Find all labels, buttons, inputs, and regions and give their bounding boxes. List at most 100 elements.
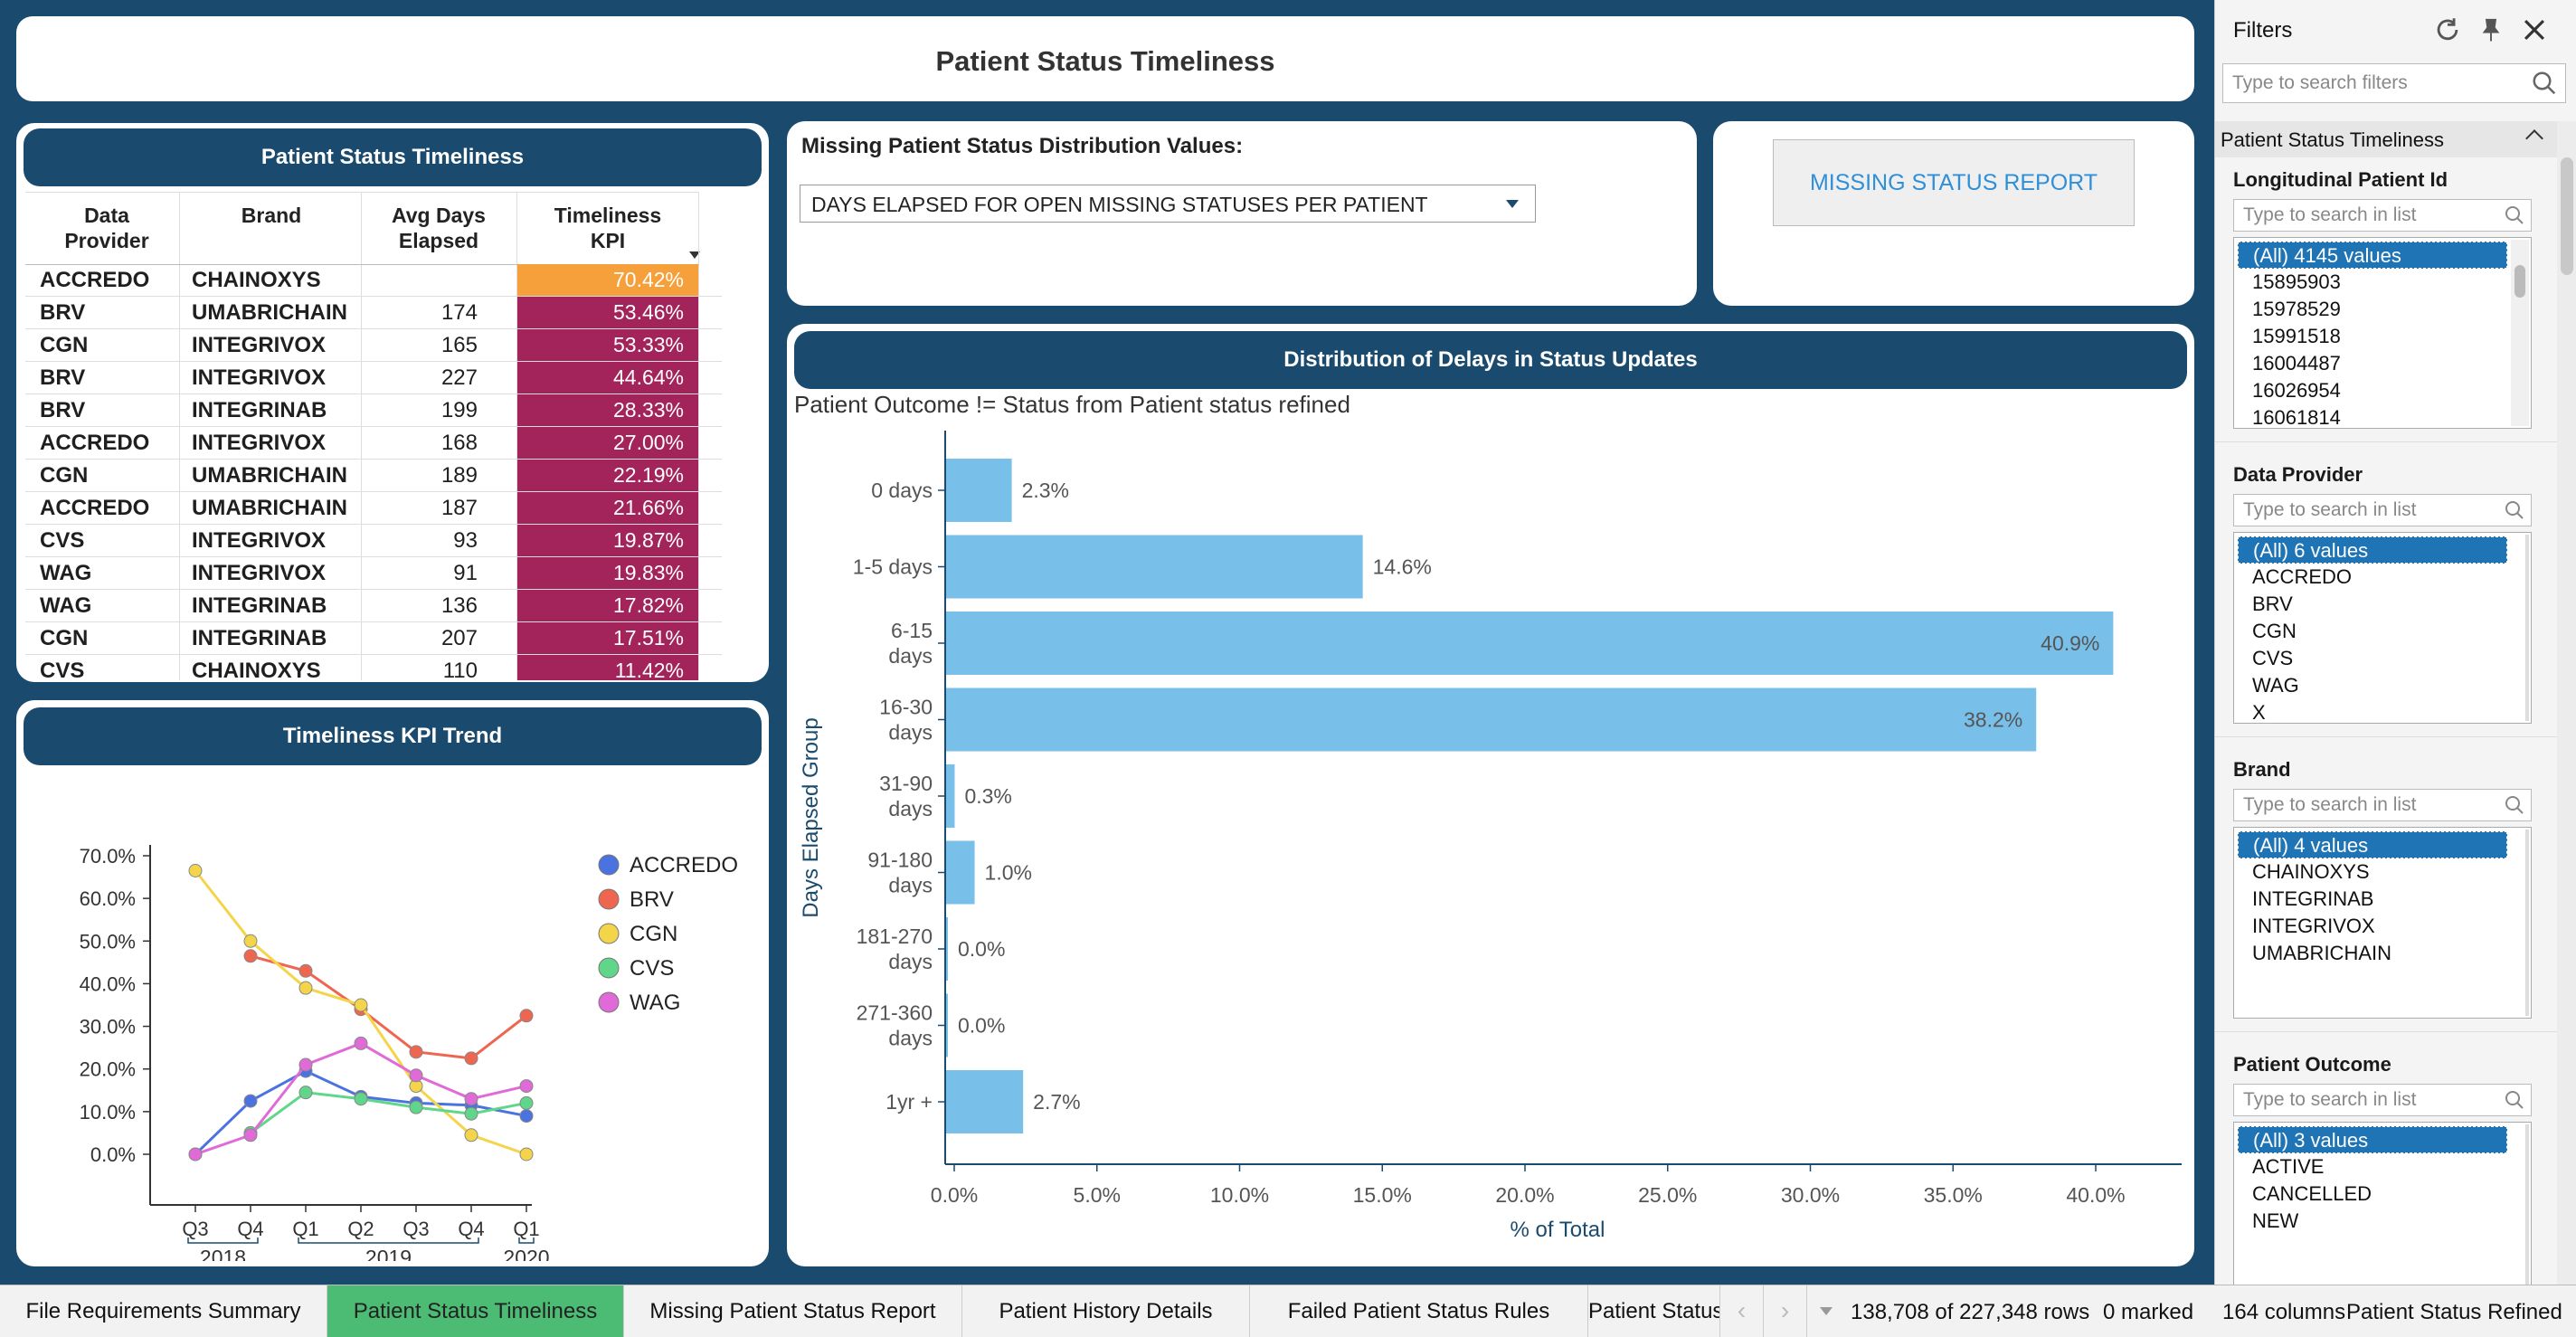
distribution-dropdown[interactable]: DAYS ELAPSED FOR OPEN MISSING STATUSES P… [800,185,1536,223]
data-point-brv[interactable] [243,949,258,963]
missing-status-report-button[interactable]: MISSING STATUS REPORT [1773,139,2135,226]
list-scrollbar[interactable] [2525,535,2529,721]
tab-file-requirements-summary[interactable]: File Requirements Summary [0,1285,327,1337]
filter-value-item[interactable]: (All) 4 values [2238,831,2507,858]
legend-marker-cvs[interactable] [598,957,620,979]
table-row[interactable]: CVS INTEGRIVOX 93 19.87% [25,525,722,557]
tab-failed-patient-status-rules[interactable]: Failed Patient Status Rules [1250,1285,1588,1337]
filter-list-search-input[interactable]: Type to search in list [2233,789,2532,821]
filter-list-search-input[interactable]: Type to search in list [2233,199,2532,232]
data-point-cvs[interactable] [409,1100,423,1114]
legend-marker-accredo[interactable] [598,854,620,876]
filter-value-item[interactable]: 16026954 [2252,379,2341,402]
filter-value-item[interactable]: (All) 6 values [2238,536,2507,564]
col-header-kpi[interactable]: Timeliness KPI [554,204,662,252]
legend-marker-wag[interactable] [598,991,620,1013]
bar-181-270-days[interactable] [946,917,948,981]
data-point-cgn[interactable] [464,1128,478,1143]
list-scrollbar[interactable] [2525,830,2529,1016]
filter-value-item[interactable]: 16004487 [2252,352,2341,375]
filter-value-item[interactable]: BRV [2252,593,2293,615]
table-row[interactable]: WAG INTEGRINAB 136 17.82% [25,590,722,622]
legend-marker-cgn[interactable] [598,923,620,944]
table-row[interactable]: CGN INTEGRIVOX 165 53.33% [25,329,722,362]
data-point-cvs[interactable] [464,1106,478,1121]
filter-value-item[interactable]: WAG [2252,674,2299,697]
data-point-cvs[interactable] [519,1095,534,1110]
bar-1-5-days[interactable] [946,535,1363,599]
data-point-wag[interactable] [188,1147,203,1162]
filter-value-item[interactable]: NEW [2252,1209,2299,1232]
data-point-accredo[interactable] [243,1094,258,1108]
tab-scroll-right-icon[interactable]: › [1764,1285,1807,1337]
table-row[interactable]: BRV INTEGRIVOX 227 44.64% [25,362,722,394]
data-point-cgn[interactable] [298,981,313,995]
data-point-wag[interactable] [354,1036,368,1050]
list-scroll-thumb[interactable] [2514,265,2525,298]
data-point-cvs[interactable] [298,1086,313,1100]
filter-value-item[interactable]: CHAINOXYS [2252,860,2370,883]
table-row[interactable]: ACCREDO UMABRICHAIN 187 21.66% [25,492,722,525]
pin-icon[interactable] [2477,14,2505,45]
list-scrollbar[interactable] [2525,1124,2529,1311]
table-row[interactable]: WAG INTEGRIVOX 91 19.83% [25,557,722,590]
data-point-wag[interactable] [464,1092,478,1106]
data-point-accredo[interactable] [519,1109,534,1124]
data-point-wag[interactable] [519,1079,534,1094]
filter-value-item[interactable]: ACCREDO [2252,565,2353,588]
bar-16-30-days[interactable] [946,687,2037,752]
filter-value-item[interactable]: 15895903 [2252,270,2341,293]
filter-value-list[interactable]: (All) 4145 values 15895903 15978529 1599151… [2233,237,2532,429]
data-point-cgn[interactable] [188,864,203,877]
filter-value-list[interactable]: (All) 3 values ACTIVE CANCELLED NEW [2233,1122,2532,1313]
col-header-avg-days[interactable]: Avg Days Elapsed [392,204,486,252]
filter-value-item[interactable]: INTEGRINAB [2252,887,2374,910]
data-point-brv[interactable] [298,963,313,978]
filters-scrollbar[interactable] [2557,121,2576,1285]
reset-icon[interactable] [2432,14,2463,45]
data-point-cgn[interactable] [519,1147,534,1162]
bar-1yr-[interactable] [946,1070,1024,1133]
filter-value-list[interactable]: (All) 4 values CHAINOXYS INTEGRINAB INTEGRI… [2233,827,2532,1019]
filter-value-item[interactable]: 16061814 [2252,406,2341,429]
tab-patient-status-timeliness[interactable]: Patient Status Timeliness [327,1285,624,1337]
table-row[interactable]: ACCREDO INTEGRIVOX 168 27.00% [25,427,722,460]
list-scrollbar[interactable] [2511,240,2529,426]
table-row[interactable]: BRV INTEGRINAB 199 28.33% [25,394,722,427]
table-row[interactable]: CGN UMABRICHAIN 189 22.19% [25,460,722,492]
tab-menu-icon[interactable] [1820,1307,1833,1315]
filter-value-item[interactable]: X [2252,701,2266,724]
data-point-wag[interactable] [298,1057,313,1072]
col-header-provider[interactable]: Data Provider [64,204,149,252]
filter-value-item[interactable]: UMABRICHAIN [2252,942,2392,964]
tab-patient-status-s[interactable]: Patient Status S [1588,1285,1720,1337]
filter-value-item[interactable]: CVS [2252,647,2294,669]
filter-value-item[interactable]: (All) 4145 values [2238,242,2507,269]
filter-value-item[interactable]: (All) 3 values [2238,1126,2507,1153]
table-row[interactable]: ACCREDO CHAINOXYS 70.42% [25,264,722,297]
sort-desc-icon[interactable] [689,251,700,259]
bar-6-15-days[interactable] [946,612,2114,675]
table-row[interactable]: CGN INTEGRINAB 207 17.51% [25,622,722,655]
table-row[interactable]: CVS CHAINOXYS 110 11.42% [25,655,722,680]
tab-scroll-left-icon[interactable]: ‹ [1720,1285,1764,1337]
filters-search-input[interactable]: Type to search filters [2222,63,2566,103]
bar-31-90-days[interactable] [946,764,955,828]
col-header-brand[interactable]: Brand [241,204,302,227]
tab-patient-history-details[interactable]: Patient History Details [962,1285,1250,1337]
data-point-brv[interactable] [464,1051,478,1066]
data-point-wag[interactable] [243,1128,258,1143]
bar-91-180-days[interactable] [946,840,975,905]
data-point-brv[interactable] [519,1009,534,1023]
filter-value-item[interactable]: ACTIVE [2252,1155,2325,1178]
data-point-cgn[interactable] [243,934,258,948]
filter-value-item[interactable]: CANCELLED [2252,1182,2372,1205]
data-point-cgn[interactable] [354,998,368,1012]
data-point-brv[interactable] [409,1045,423,1059]
data-point-wag[interactable] [409,1068,423,1083]
filter-value-item[interactable]: INTEGRIVOX [2252,915,2375,937]
filters-scroll-thumb[interactable] [2561,157,2573,275]
filter-list-search-input[interactable]: Type to search in list [2233,1084,2532,1116]
bar-0-days[interactable] [946,459,1012,522]
filter-value-item[interactable]: 15978529 [2252,298,2341,320]
